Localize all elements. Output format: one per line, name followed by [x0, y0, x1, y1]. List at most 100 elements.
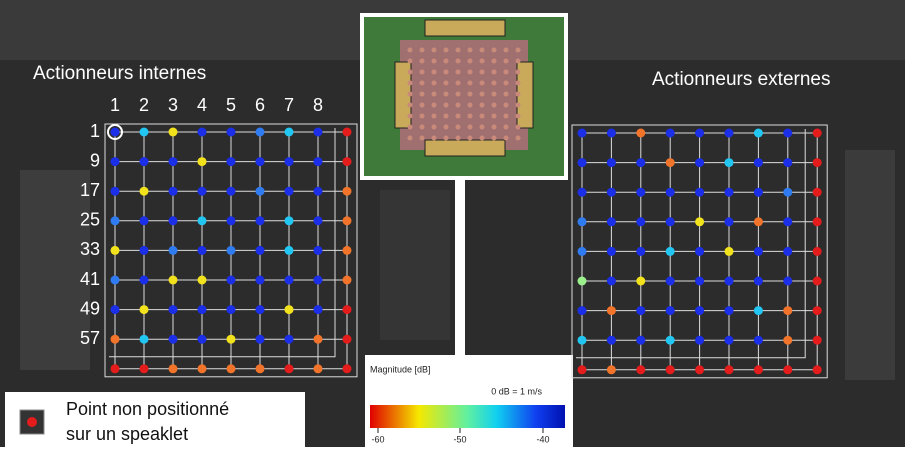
dot	[313, 334, 323, 344]
dot	[168, 305, 178, 315]
dot	[812, 246, 822, 256]
chip-pad	[431, 102, 437, 108]
dot	[577, 335, 587, 345]
dot	[783, 128, 793, 138]
dot	[724, 128, 734, 138]
chip-pad	[515, 58, 521, 64]
chip-pad	[443, 58, 449, 64]
dot	[139, 186, 149, 196]
dot	[197, 127, 207, 137]
chip-pad	[455, 113, 461, 119]
dot	[812, 306, 822, 316]
dot	[753, 246, 763, 256]
speaklet	[424, 139, 506, 157]
dot	[636, 187, 646, 197]
dot	[724, 246, 734, 256]
chip-pad	[479, 124, 485, 130]
chip-pad	[503, 124, 509, 130]
chip-pad	[491, 113, 497, 119]
chip-pad	[479, 69, 485, 75]
dot	[255, 127, 265, 137]
chip-pad	[467, 135, 473, 141]
dot	[197, 216, 207, 226]
dot	[636, 335, 646, 345]
chip-pad	[479, 58, 485, 64]
colorbar-tick-label: -60	[371, 434, 384, 444]
chip-pad	[431, 113, 437, 119]
dot	[139, 275, 149, 285]
dot	[753, 276, 763, 286]
right-title: Actionneurs externes	[652, 69, 831, 90]
dot	[636, 246, 646, 256]
dot	[168, 186, 178, 196]
dot	[342, 245, 352, 255]
dot	[255, 334, 265, 344]
chip-pad	[455, 124, 461, 130]
dot	[168, 245, 178, 255]
dot	[342, 305, 352, 315]
dot	[342, 157, 352, 167]
legend-text: Point non positionné	[66, 399, 229, 419]
dot	[342, 186, 352, 196]
dot	[168, 157, 178, 167]
chip-pad	[407, 47, 413, 53]
dot	[695, 158, 705, 168]
dot	[226, 334, 236, 344]
column-label: 6	[255, 95, 265, 115]
dot	[812, 217, 822, 227]
chip-pad	[407, 58, 413, 64]
chip-pad	[455, 47, 461, 53]
chip-pad	[419, 113, 425, 119]
chip-pad	[467, 124, 473, 130]
dot	[636, 306, 646, 316]
chip-pad	[515, 113, 521, 119]
chip-pad	[479, 113, 485, 119]
dot	[636, 276, 646, 286]
chip-pad	[419, 124, 425, 130]
dot	[284, 364, 294, 374]
chip-pad	[431, 69, 437, 75]
chip-pad	[419, 80, 425, 86]
dot	[606, 187, 616, 197]
dot	[606, 276, 616, 286]
colorbar-title: Magnitude [dB]	[370, 364, 431, 374]
dot	[313, 127, 323, 137]
background-band	[845, 150, 895, 380]
dot	[197, 157, 207, 167]
dot	[139, 157, 149, 167]
row-label: 41	[80, 269, 100, 289]
chip-pad	[443, 47, 449, 53]
chip-pad	[455, 69, 461, 75]
dot	[226, 275, 236, 285]
dot	[606, 158, 616, 168]
dot	[110, 157, 120, 167]
dot	[812, 187, 822, 197]
dot	[695, 187, 705, 197]
dot	[168, 364, 178, 374]
dot	[313, 305, 323, 315]
left-title: Actionneurs internes	[33, 63, 206, 84]
chip-pad	[431, 58, 437, 64]
chip-pad	[479, 91, 485, 97]
dot	[783, 246, 793, 256]
row-label: 57	[80, 328, 100, 348]
dot	[284, 275, 294, 285]
chip-pad	[419, 47, 425, 53]
chip-pad	[455, 135, 461, 141]
dot	[110, 364, 120, 374]
chip-pad	[491, 69, 497, 75]
chip-pad	[503, 91, 509, 97]
dot	[226, 364, 236, 374]
chip-pad	[407, 91, 413, 97]
dot	[577, 276, 587, 286]
dot	[783, 158, 793, 168]
dot	[636, 128, 646, 138]
dot	[110, 305, 120, 315]
chip-pad	[515, 69, 521, 75]
chip-pad	[515, 135, 521, 141]
chip-pad	[491, 47, 497, 53]
chip-pad	[503, 113, 509, 119]
dot	[168, 275, 178, 285]
background-band	[380, 190, 450, 340]
dot	[313, 275, 323, 285]
